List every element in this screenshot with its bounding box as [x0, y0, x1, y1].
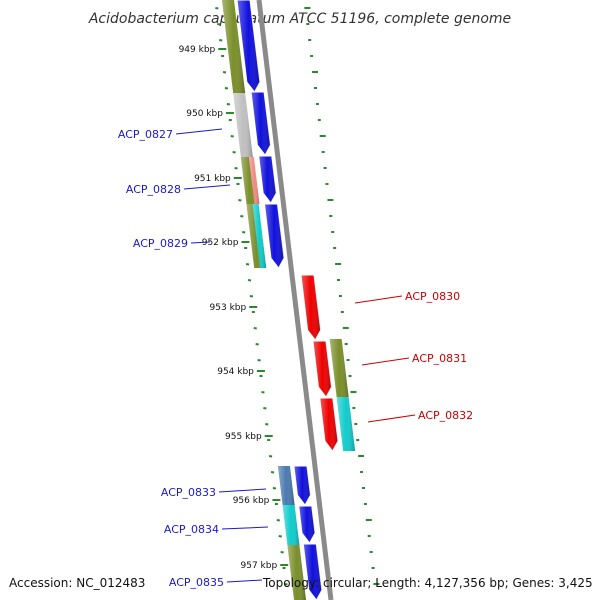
inner-tick [268, 455, 273, 458]
cog-band-cyan-shade [252, 204, 267, 268]
kbp-tick-label: 952 kbp [202, 238, 239, 248]
gene-arrow-ACP_0828-shade [258, 156, 277, 203]
kbp-tick-label: 951 kbp [194, 174, 231, 184]
inner-tick [263, 407, 267, 410]
gene-arrow-ACP_0833-shade [293, 466, 311, 505]
gene-label-ACP_0833: ACP_0833 [161, 486, 216, 499]
kbp-tick-label: 950 kbp [186, 109, 223, 119]
cog-band-salmon-shade [248, 157, 260, 204]
kbp-tick-label: 949 kbp [179, 45, 216, 55]
gene-arrows [236, 0, 339, 600]
inner-tick [224, 87, 229, 90]
gene-arrow-ACP_0831-shade [312, 341, 332, 397]
cog-band-cyan-shade [282, 505, 300, 545]
gene-label-leader [367, 414, 416, 423]
inner-tick [284, 583, 288, 586]
inner-tick [242, 231, 246, 234]
inner-tick-ring [215, 7, 288, 586]
inner-tick [257, 359, 261, 362]
gene-arrow-ACP_0834-shade [298, 506, 315, 543]
gene-label-ACP_0831: ACP_0831 [412, 352, 467, 365]
cog-band-gray-shade [233, 93, 253, 157]
gene-label-ACP_0828: ACP_0828 [126, 183, 181, 196]
gene-label-ACP_0829: ACP_0829 [133, 237, 188, 250]
inner-tick [222, 71, 227, 74]
inner-tick [217, 23, 221, 26]
gene-label-ACP_0827: ACP_0827 [118, 128, 173, 141]
inner-tick [245, 263, 250, 266]
gene-label-ACP_0832: ACP_0832 [418, 409, 473, 422]
inner-tick [247, 279, 252, 282]
gene-label-leader [183, 184, 231, 190]
cog-band-cyan-shade [336, 397, 356, 451]
gene-label-leader [354, 295, 403, 304]
gene-label-leader [221, 526, 269, 530]
cog-bands [222, 0, 356, 600]
inner-tick [215, 7, 219, 10]
kbp-tick-label: 953 kbp [210, 303, 247, 313]
inner-tick [253, 327, 257, 330]
kbp-tick-label: 954 kbp [217, 367, 254, 377]
inner-tick [270, 471, 275, 474]
map-title: Acidobacterium capsulatum ATCC 51196, co… [88, 11, 511, 27]
inner-tick [278, 535, 282, 538]
kbp-tick-label: 955 kbp [225, 432, 262, 442]
gene-label-leader [226, 579, 263, 583]
gene-label-leader [175, 128, 223, 135]
accession-text: Accession: NC_012483 [9, 576, 145, 590]
inner-tick [272, 487, 277, 490]
gene-arrow-ACP_0830-shade [301, 275, 321, 340]
inner-tick [280, 551, 284, 554]
inner-tick [240, 215, 244, 218]
inner-tick [249, 295, 254, 298]
inner-tick [238, 199, 242, 202]
kbp-ticks: 949 kbp 950 kbp 951 kbp 952 kbp 953 kbp 954 k… [179, 45, 289, 571]
gene-labels: ACP_0827 ACP_0828 ACP_0829 ACP_0830 ACP_0831… [118, 128, 473, 589]
gene-arrow-ACP_0829-shade [264, 204, 284, 268]
inner-tick [219, 39, 223, 42]
gene-label-leader [218, 488, 267, 493]
inner-tick [230, 135, 234, 138]
gene-label-ACP_0835: ACP_0835 [169, 576, 224, 589]
cog-band-steel-shade [277, 466, 295, 505]
inner-tick [261, 391, 265, 394]
gene-arrow-forward-shade [237, 0, 260, 92]
inner-tick [276, 519, 280, 522]
inner-tick [255, 343, 259, 346]
gene-arrow-ACP_0832-shade [319, 398, 338, 451]
gene-label-leader [190, 241, 211, 244]
kbp-tick-label: 957 kbp [241, 561, 278, 571]
kbp-tick-label: 956 kbp [233, 496, 270, 506]
genome-summary-text: Topology: circular; Length: 4,127,356 bp… [262, 576, 593, 590]
gene-label-leader [361, 357, 410, 366]
outer-tick-ring [304, 7, 380, 585]
inner-tick [232, 151, 236, 154]
gene-label-ACP_0830: ACP_0830 [405, 290, 460, 303]
cog-band-olive-shade [329, 339, 349, 397]
cog-band-olive-shade [287, 545, 306, 600]
gene-arrow-ACP_0835-shade [303, 544, 322, 600]
inner-tick [226, 103, 231, 106]
cog-band-olive-shade [222, 0, 246, 93]
genome-backbone [256, 0, 334, 600]
inner-tick [265, 423, 269, 426]
inner-tick [234, 167, 238, 170]
gene-label-ACP_0834: ACP_0834 [164, 523, 219, 536]
gene-arrow-ACP_0827-shade [251, 92, 271, 155]
